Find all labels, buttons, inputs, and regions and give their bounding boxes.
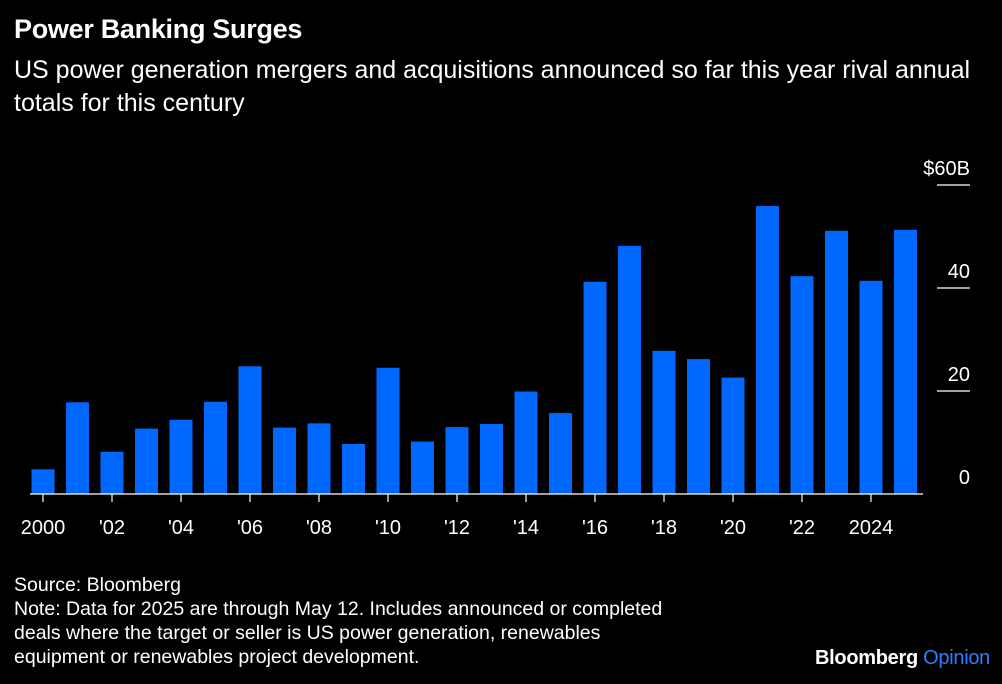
x-tick-label-2010: '10 [375, 517, 401, 539]
y-tick-label-60: $60B [923, 158, 970, 180]
bar-2013 [480, 424, 503, 494]
y-tick-label-20: 20 [948, 364, 970, 386]
x-tick-label-2024: 2024 [849, 517, 894, 539]
bar-2006 [238, 366, 262, 494]
bar-2001 [66, 402, 89, 494]
bar-2008 [307, 423, 331, 494]
bar-2004 [169, 419, 193, 494]
chart-subtitle: US power generation mergers and acquisit… [14, 56, 971, 117]
note-text: Note: Data for 2025 are through May 12. … [14, 598, 663, 668]
bar-2005 [204, 401, 227, 494]
bar-2011 [411, 441, 434, 494]
brand-logo: Bloomberg Opinion [815, 647, 990, 670]
bar-2018 [652, 350, 676, 494]
x-tick-label-2018: '18 [651, 517, 677, 539]
x-tick-label-2020: '20 [720, 517, 746, 539]
x-tick-label-2000: 2000 [21, 517, 66, 539]
x-tick-label-2008: '08 [306, 517, 332, 539]
bar-2020 [721, 377, 745, 494]
y-tick-label-40: 40 [948, 261, 970, 283]
bar-2024 [859, 280, 883, 494]
bar-2021 [756, 206, 779, 494]
brand-section: Opinion [923, 647, 990, 669]
x-tick-label-2012: '12 [444, 517, 470, 539]
bar-2010 [376, 367, 400, 494]
bar-2022 [790, 276, 814, 494]
bar-2000 [31, 469, 55, 494]
bar-2003 [135, 428, 158, 494]
bar-2014 [514, 391, 538, 494]
bar-2025 [894, 229, 917, 495]
x-tick-label-2016: '16 [582, 517, 608, 539]
bar-2002 [100, 451, 124, 494]
bar-2009 [342, 444, 365, 494]
bar-2019 [687, 359, 710, 494]
x-tick-label-2004: '04 [168, 517, 194, 539]
bar-2015 [549, 413, 572, 494]
brand-name: Bloomberg [815, 647, 918, 669]
bar-2023 [825, 230, 848, 495]
bar-2017 [618, 245, 641, 494]
y-tick-label-0: 0 [959, 467, 970, 489]
bar-2016 [583, 281, 607, 494]
bar-2012 [445, 427, 469, 494]
footer: Source: Bloomberg Note: Data for 2025 ar… [14, 573, 794, 669]
x-tick-label-2006: '06 [237, 517, 263, 539]
source-text: Source: Bloomberg [14, 574, 181, 596]
x-tick-label-2014: '14 [513, 517, 539, 539]
bar-2007 [273, 427, 296, 494]
x-tick-label-2002: '02 [99, 517, 125, 539]
x-tick-label-2022: '22 [789, 517, 815, 539]
chart-title: Power Banking Surges [14, 14, 303, 44]
